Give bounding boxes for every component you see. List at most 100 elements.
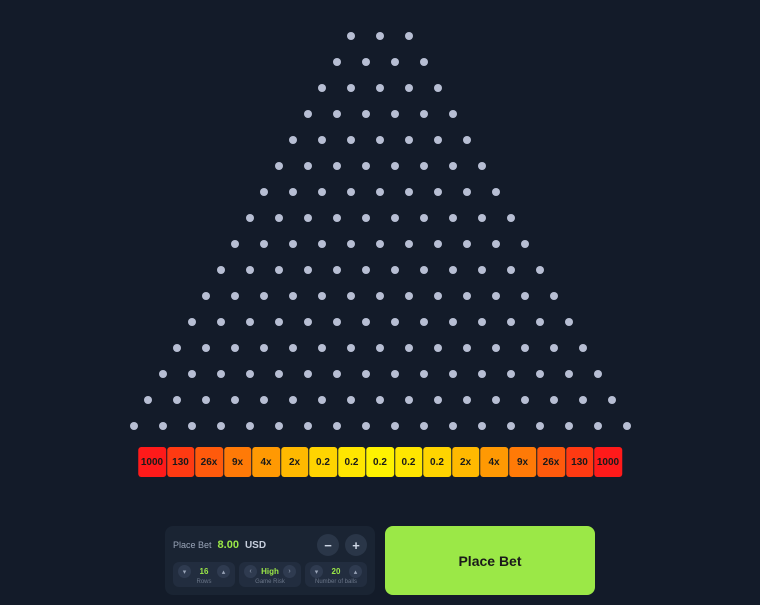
peg xyxy=(347,136,355,144)
peg xyxy=(449,422,457,430)
peg xyxy=(260,292,268,300)
peg xyxy=(492,240,500,248)
controls-panel: Place Bet 8.00 USD − + ▾ 16 ▴ Rows ‹ Hig… xyxy=(165,526,595,595)
rows-label: Rows xyxy=(196,579,211,585)
multiplier-slot: 0.2 xyxy=(395,447,423,477)
balls-label: Number of balls xyxy=(315,579,357,585)
multiplier-slot: 4x xyxy=(480,447,508,477)
peg xyxy=(405,188,413,196)
risk-label: Game Risk xyxy=(255,579,285,585)
peg xyxy=(304,162,312,170)
peg xyxy=(202,292,210,300)
peg xyxy=(318,136,326,144)
peg xyxy=(420,318,428,326)
peg xyxy=(289,136,297,144)
multiplier-slot: 0.2 xyxy=(423,447,451,477)
peg xyxy=(304,110,312,118)
selectors: ▾ 16 ▴ Rows ‹ High › Game Risk ▾ 20 ▴ xyxy=(173,562,367,587)
multiplier-slot: 2x xyxy=(281,447,309,477)
peg xyxy=(318,292,326,300)
peg xyxy=(231,240,239,248)
peg xyxy=(362,58,370,66)
peg xyxy=(449,214,457,222)
peg xyxy=(405,136,413,144)
peg xyxy=(289,188,297,196)
peg xyxy=(594,370,602,378)
peg xyxy=(579,396,587,404)
peg xyxy=(405,240,413,248)
multiplier-slot: 1000 xyxy=(138,447,166,477)
peg xyxy=(333,58,341,66)
bet-value: 8.00 xyxy=(218,539,239,551)
bet-decrease-button[interactable]: − xyxy=(317,534,339,556)
peg xyxy=(507,214,515,222)
peg xyxy=(289,240,297,248)
risk-value: High xyxy=(259,567,281,576)
bet-label: Place Bet xyxy=(173,540,212,550)
peg xyxy=(304,266,312,274)
peg xyxy=(420,214,428,222)
balls-down-button[interactable]: ▾ xyxy=(310,565,323,578)
peg xyxy=(173,396,181,404)
peg xyxy=(217,370,225,378)
peg xyxy=(376,32,384,40)
peg xyxy=(420,110,428,118)
peg xyxy=(420,58,428,66)
peg xyxy=(260,188,268,196)
peg xyxy=(405,292,413,300)
peg xyxy=(231,344,239,352)
peg xyxy=(420,162,428,170)
peg xyxy=(463,136,471,144)
balls-up-button[interactable]: ▴ xyxy=(349,565,362,578)
multiplier-slot: 26x xyxy=(537,447,565,477)
peg xyxy=(130,422,138,430)
peg xyxy=(376,240,384,248)
peg xyxy=(362,214,370,222)
peg xyxy=(333,110,341,118)
peg xyxy=(260,240,268,248)
peg xyxy=(376,344,384,352)
peg xyxy=(521,396,529,404)
multiplier-slot: 0.2 xyxy=(366,447,394,477)
peg xyxy=(289,396,297,404)
place-bet-button[interactable]: Place Bet xyxy=(385,526,595,595)
peg xyxy=(376,136,384,144)
peg xyxy=(434,396,442,404)
peg xyxy=(246,422,254,430)
peg xyxy=(347,344,355,352)
peg xyxy=(202,344,210,352)
risk-prev-button[interactable]: ‹ xyxy=(244,565,257,578)
peg xyxy=(289,292,297,300)
risk-next-button[interactable]: › xyxy=(283,565,296,578)
peg xyxy=(318,396,326,404)
peg xyxy=(391,214,399,222)
peg xyxy=(405,84,413,92)
peg xyxy=(623,422,631,430)
peg xyxy=(492,292,500,300)
peg xyxy=(594,422,602,430)
peg xyxy=(507,370,515,378)
peg xyxy=(507,422,515,430)
peg xyxy=(536,266,544,274)
peg xyxy=(565,422,573,430)
peg xyxy=(391,162,399,170)
multiplier-slot: 130 xyxy=(167,447,195,477)
rows-up-button[interactable]: ▴ xyxy=(217,565,230,578)
balls-selector: ▾ 20 ▴ Number of balls xyxy=(305,562,367,587)
peg xyxy=(347,292,355,300)
bet-increase-button[interactable]: + xyxy=(345,534,367,556)
peg xyxy=(463,188,471,196)
peg xyxy=(318,240,326,248)
rows-down-button[interactable]: ▾ xyxy=(178,565,191,578)
peg xyxy=(579,344,587,352)
peg xyxy=(550,344,558,352)
peg xyxy=(318,188,326,196)
peg xyxy=(449,110,457,118)
peg xyxy=(405,344,413,352)
peg xyxy=(333,162,341,170)
peg xyxy=(304,214,312,222)
peg xyxy=(434,188,442,196)
bet-row: Place Bet 8.00 USD − + xyxy=(173,534,367,556)
peg xyxy=(231,396,239,404)
peg xyxy=(492,396,500,404)
